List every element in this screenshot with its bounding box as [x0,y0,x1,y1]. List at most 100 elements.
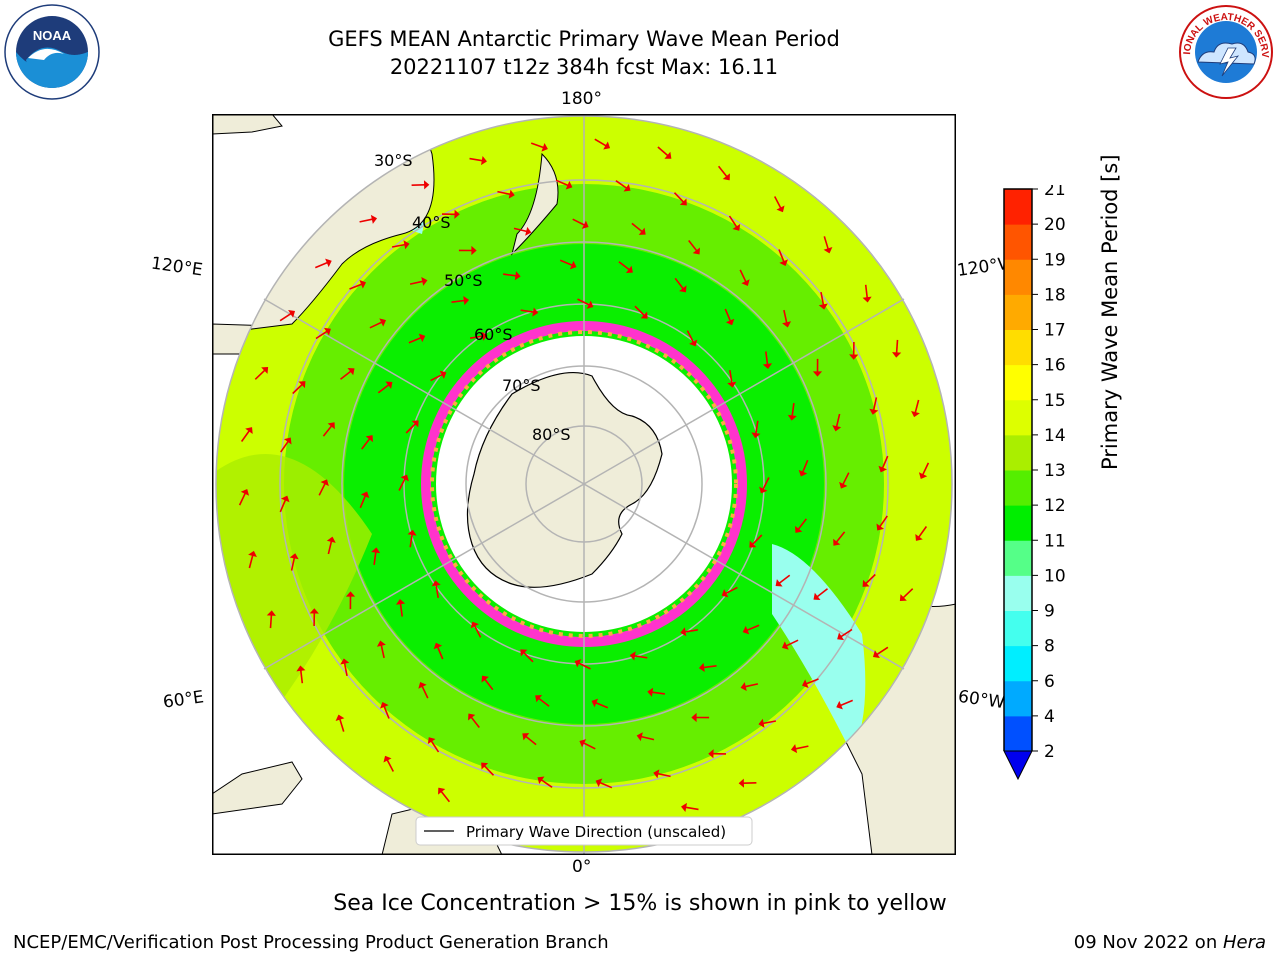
wave-arrowhead [438,787,446,795]
wave-arrow [269,615,273,629]
colorbar-segment [1004,505,1032,541]
wave-arrow [380,645,385,659]
wave-arrowhead [591,698,599,708]
wave-arrow [577,298,590,306]
wave-arrowhead [359,280,367,289]
wave-arrowhead [869,408,879,415]
wave-arrow [398,478,406,491]
wave-arrow [806,678,819,685]
wave-arrowhead [721,589,729,598]
lat-label-80s: 80°S [532,425,571,444]
wave-arrow [703,665,717,669]
wave-arrowhead [266,610,276,616]
wave-arrowhead [915,533,923,541]
wave-arrowhead [520,649,528,657]
wave-arrowhead [899,594,907,602]
wave-arrowhead [400,474,409,482]
wave-arrow [279,499,287,513]
wave-arrow [840,628,853,638]
colorbar-segment [1004,680,1032,717]
wave-arrowhead [471,245,477,256]
wave-arrow [327,541,333,555]
wave-arrowhead [335,714,345,722]
wave-arrow [484,678,494,691]
wave-arrow [739,269,747,283]
wave-arrowhead [742,625,750,635]
wave-arrow [778,574,791,584]
wave-arrow [408,336,422,344]
noaa-logo-icon: NOAA [4,4,100,100]
wave-arrowhead [698,662,705,673]
wave-arrowhead [481,331,488,341]
wave-arrow [399,603,403,617]
wave-direction-arrows [238,138,930,812]
wave-arrow [595,701,609,709]
lon-label-60w: 60°W [956,686,1007,714]
wave-arrowhead [623,184,631,192]
wave-arrow [820,291,825,306]
wave-arrow [279,312,292,322]
wave-arrow [801,459,809,473]
wave-arrow [523,652,534,663]
wave-arrow [641,735,655,741]
wave-arrowhead [508,189,515,199]
wave-arrowhead [537,776,545,784]
wave-arrowhead [535,695,543,703]
wave-arrow [290,557,296,571]
wave-arrow [865,573,876,585]
wave-arrowhead [454,209,460,219]
wave-arrow [755,420,759,434]
wave-arrowhead [762,363,773,370]
wave-arrow [673,192,685,203]
wave-arrow [383,706,390,719]
wave-arrowhead [284,437,292,445]
wave-arrow [513,227,527,233]
wave-arrow [240,430,250,442]
wave-arrowhead [636,732,643,742]
wave-arrow [538,697,550,707]
wave-arrowhead [481,762,489,770]
wave-arrowhead [749,540,757,548]
colorbar-segment [1004,575,1032,611]
wave-arrowhead [640,311,648,319]
colorbar-label: Primary Wave Mean Period [s] [1098,154,1122,470]
wave-arrow [386,759,395,772]
wave-arrowhead [360,491,370,499]
wave-arrow [405,423,416,434]
wave-arrowhead [532,307,539,317]
wave-arrowhead [418,333,426,343]
wave-arrowhead [421,276,428,286]
wave-arrowhead [725,318,735,326]
colorbar-tick-label: 11 [1044,531,1066,551]
wave-arrowhead [261,366,269,374]
colorbar-tick-label: 20 [1044,215,1066,235]
wave-arrow [746,624,760,632]
wave-arrowhead [541,142,548,152]
noaa-logo-text: NOAA [33,28,72,43]
colorbar-segment [1004,399,1032,436]
colorbar-tick-label: 4 [1044,707,1055,727]
wave-arrow [435,584,439,599]
wave-arrow [685,806,699,811]
wave-arrowhead [741,279,750,286]
wave-arrowhead [603,141,611,150]
wave-arrowhead [680,627,687,637]
wave-arrowhead [775,579,783,587]
wave-arrowhead [679,198,687,206]
colorbar-tick-label: 15 [1044,391,1066,411]
wave-arrow [864,284,868,298]
colorbar-segment [1004,715,1032,752]
wave-arrow [451,299,465,303]
wave-arrow [530,142,544,149]
wave-arrowhead [872,650,880,659]
wave-arrow [879,515,888,528]
wave-arrow [377,384,390,394]
wave-arrow [430,740,440,753]
wave-arrow [469,335,484,339]
colorbar-segment [1004,364,1032,401]
wave-arrow [497,190,511,196]
wave-arrowhead [692,247,700,255]
colorbar-tick-label: 9 [1044,602,1055,622]
wave-arrowhead [818,303,828,310]
legend-label: Primary Wave Direction (unscaled) [466,823,726,841]
